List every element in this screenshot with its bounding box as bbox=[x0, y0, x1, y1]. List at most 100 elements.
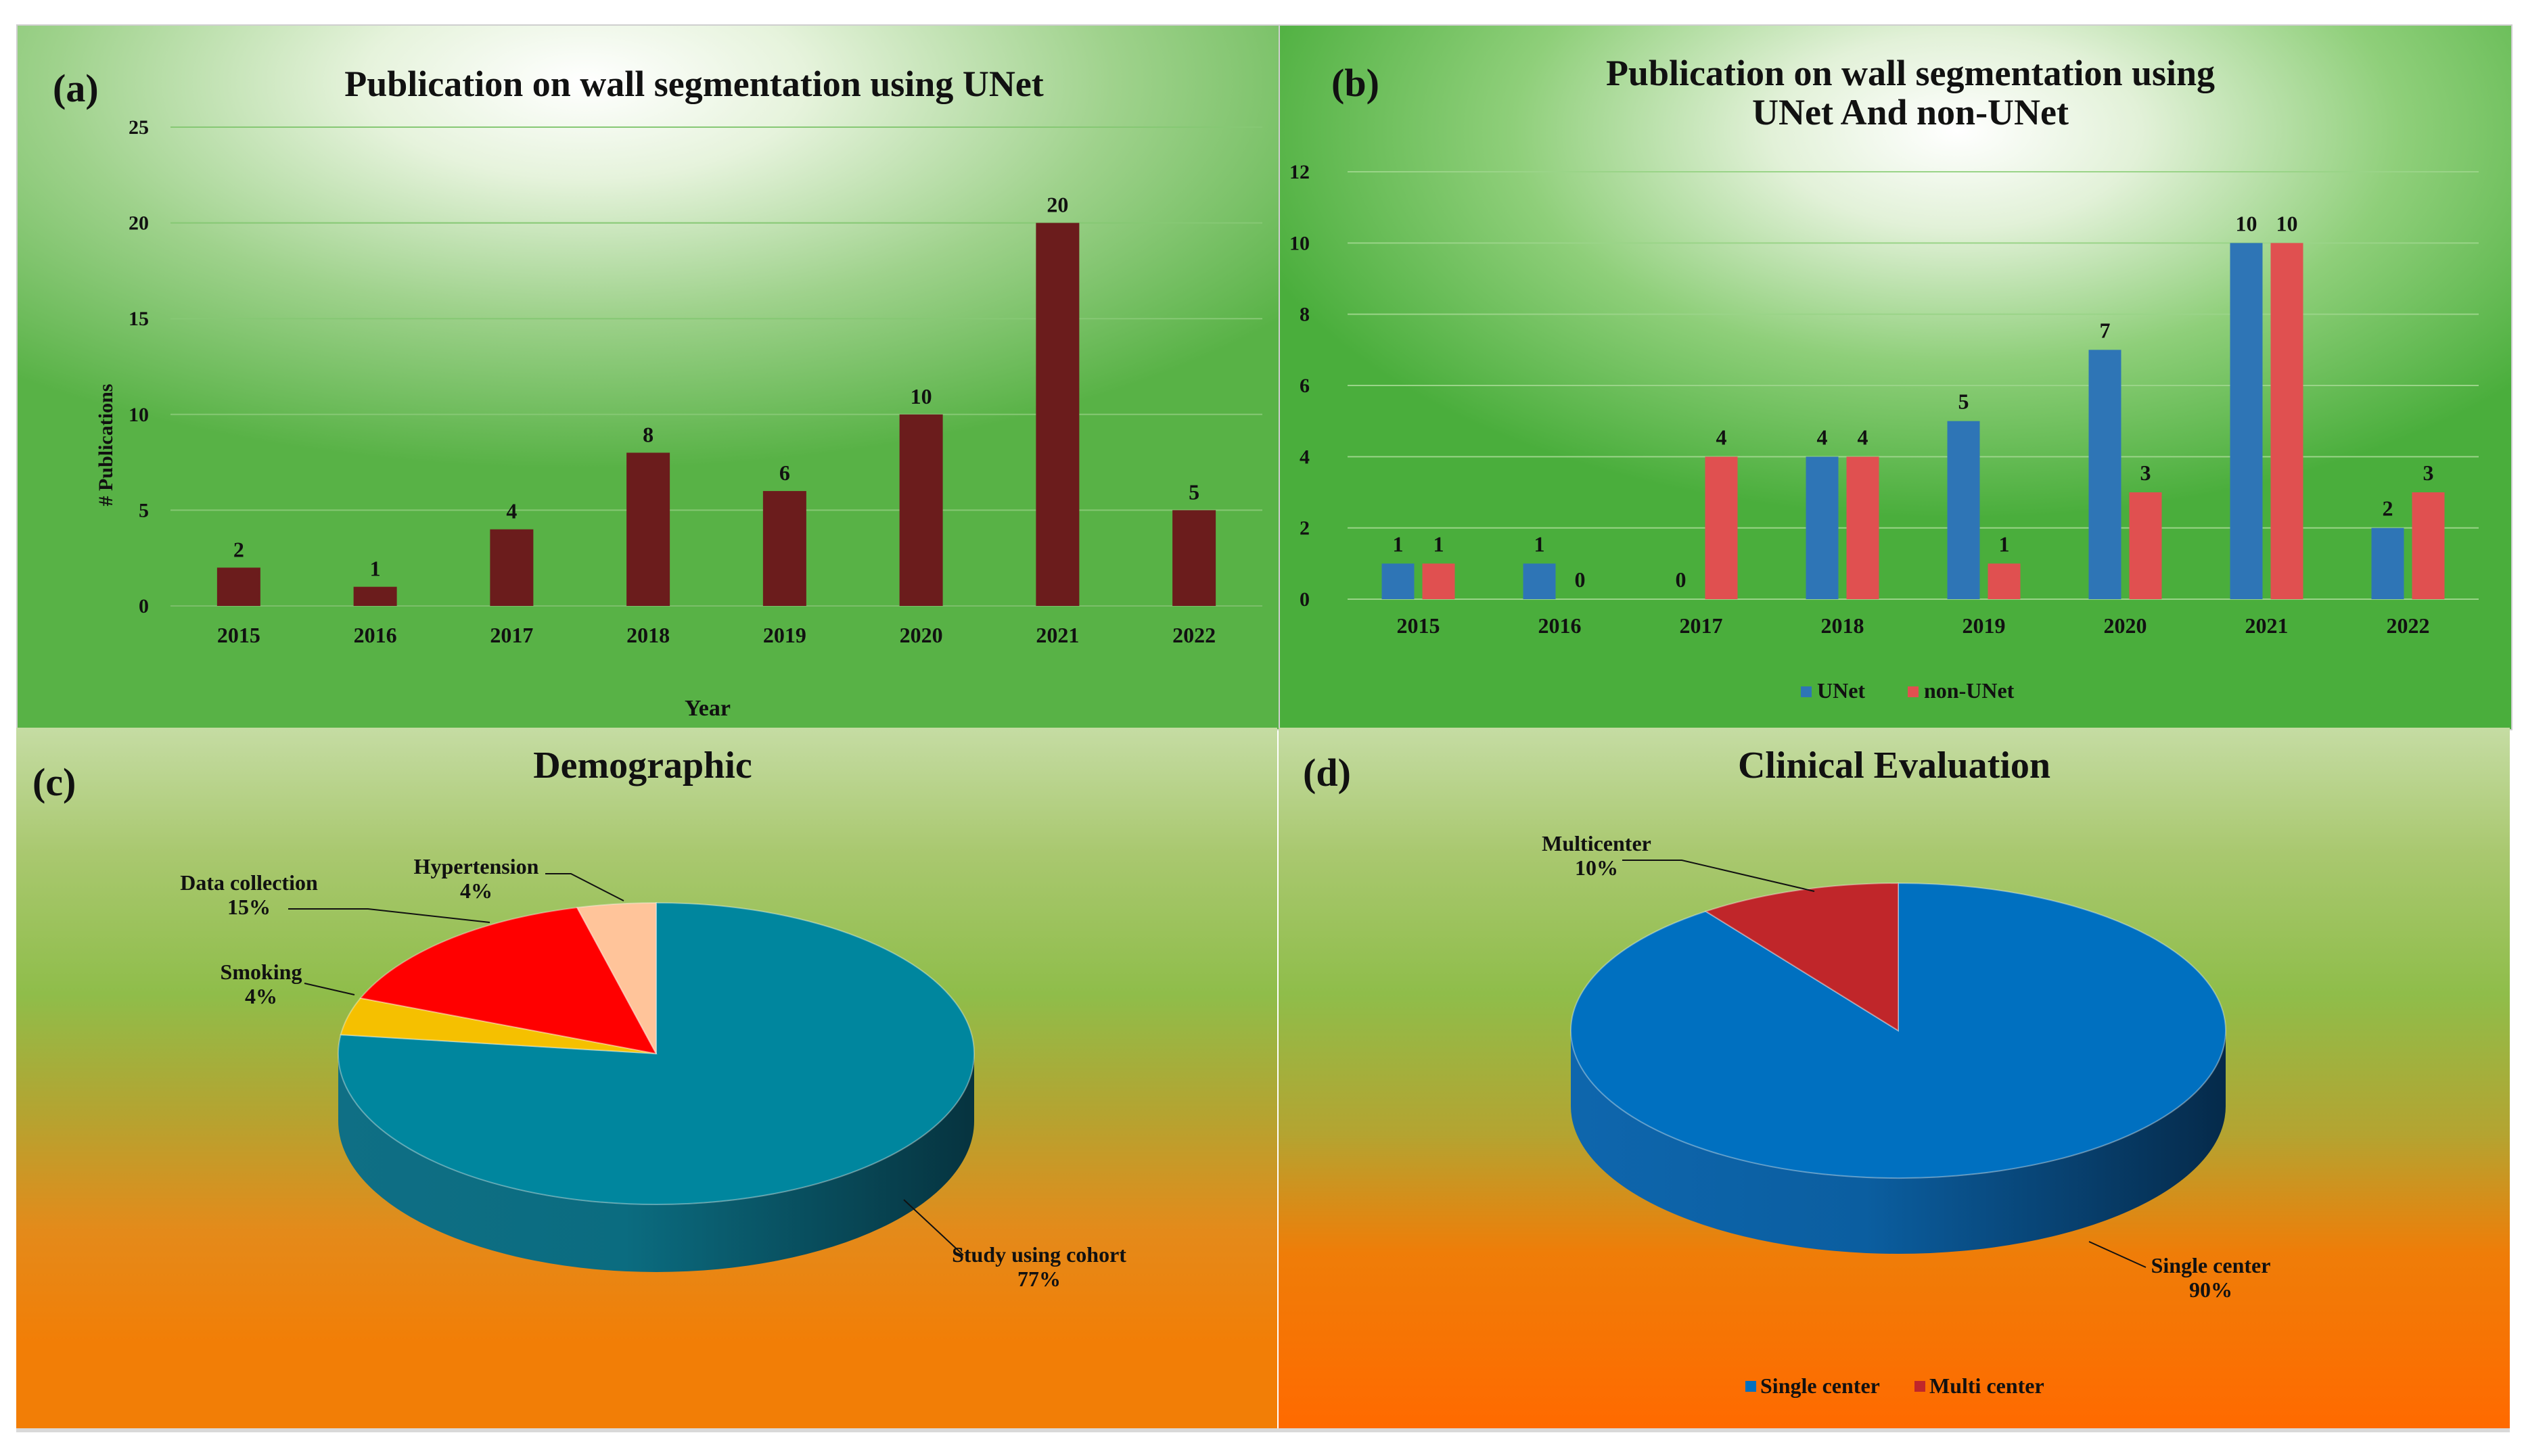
chart-title-a: Publication on wall segmentation using U… bbox=[344, 64, 1044, 104]
bar-unet-2016 bbox=[1523, 563, 1556, 599]
leader-single-center bbox=[2088, 1241, 2147, 1268]
panel-label-d: (d) bbox=[1303, 751, 1351, 795]
bar-2015 bbox=[216, 567, 260, 606]
data-label-non-unet-2016: 0 bbox=[1575, 567, 1586, 592]
legend-d: Single center Multi center bbox=[1745, 1373, 2044, 1398]
y-tick-label-b: 2 bbox=[1300, 517, 1310, 540]
bar-unet-2015 bbox=[1381, 563, 1415, 599]
slice-pct-single-center: 90% bbox=[2189, 1277, 2232, 1302]
data-label-non-unet-2017: 4 bbox=[1716, 425, 1727, 449]
y-tick-label-b: 8 bbox=[1300, 304, 1310, 326]
data-label-non-unet-2021: 10 bbox=[2276, 211, 2298, 235]
y-tick-label-a: 20 bbox=[129, 212, 149, 235]
pie-side-d bbox=[1571, 1031, 2226, 1254]
x-tick-label-2016: 2016 bbox=[1538, 613, 1582, 638]
panel-label-b: (b) bbox=[1331, 61, 1379, 105]
bar-non-unet-2015 bbox=[1422, 563, 1455, 599]
chart-title-d: Clinical Evaluation bbox=[1738, 745, 2050, 786]
legend-b: UNet non-UNet bbox=[1801, 678, 2015, 703]
x-tick-label-2019: 2019 bbox=[1963, 613, 2006, 638]
data-label-unet-2015: 1 bbox=[1393, 532, 1404, 556]
callouts-c: Study using cohort 77% Smoking 4% Data c… bbox=[180, 854, 1126, 1291]
bar-non-unet-2019 bbox=[1988, 563, 2021, 599]
x-tick-label-2018: 2018 bbox=[626, 623, 670, 647]
data-label-2017: 4 bbox=[506, 499, 517, 523]
data-label-2022: 5 bbox=[1189, 479, 1199, 504]
bar-2018 bbox=[626, 452, 670, 606]
data-label-non-unet-2022: 3 bbox=[2423, 461, 2434, 485]
legend-label-multi-center: Multi center bbox=[1929, 1373, 2044, 1398]
pie-slice-c-smoking bbox=[340, 997, 657, 1054]
y-tick-label-b: 0 bbox=[1300, 588, 1310, 611]
x-tick-label-2020: 2020 bbox=[2104, 613, 2147, 638]
x-tick-label-2016: 2016 bbox=[354, 623, 397, 647]
data-label-2015: 2 bbox=[233, 537, 244, 561]
data-label-unet-2018: 4 bbox=[1817, 425, 1828, 449]
x-tick-label-2015: 2015 bbox=[217, 623, 260, 647]
data-label-unet-2016: 1 bbox=[1534, 532, 1545, 556]
bar-non-unet-2020 bbox=[2129, 492, 2162, 599]
legend-swatch-non-unet bbox=[1908, 686, 1919, 697]
data-label-non-unet-2018: 4 bbox=[1858, 425, 1868, 449]
bar-2017 bbox=[490, 529, 534, 606]
data-label-2021: 20 bbox=[1047, 193, 1068, 217]
leader-data-collection bbox=[288, 908, 490, 923]
legend-label-non-unet: non-UNet bbox=[1924, 678, 2015, 703]
pie-slice-c-hypertension bbox=[576, 901, 657, 1054]
legend-swatch-multi-center bbox=[1914, 1381, 1925, 1392]
y-tick-label-b: 12 bbox=[1289, 161, 1310, 183]
x-tick-label-2015: 2015 bbox=[1397, 613, 1440, 638]
slice-label-smoking: Smoking bbox=[221, 960, 302, 984]
y-tick-label-a: 15 bbox=[129, 308, 149, 330]
data-label-non-unet-2019: 1 bbox=[1999, 532, 2010, 556]
x-axis-label-a: Year bbox=[685, 696, 731, 721]
data-label-unet-2019: 5 bbox=[1958, 390, 1969, 414]
data-label-unet-2020: 7 bbox=[2100, 318, 2111, 342]
x-tick-label-2021: 2021 bbox=[2245, 613, 2289, 638]
legend-swatch-unet bbox=[1801, 686, 1812, 697]
x-tick-label-2020: 2020 bbox=[900, 623, 943, 647]
legend-label-unet: UNet bbox=[1817, 678, 1865, 703]
slice-label-multicenter: Multicenter bbox=[1542, 831, 1651, 855]
slice-label-data-collection: Data collection bbox=[180, 870, 318, 895]
bar-non-unet-2018 bbox=[1846, 456, 1879, 599]
pie-slice-c-study-using-cohort bbox=[338, 901, 975, 1205]
chart-title-c: Demographic bbox=[533, 745, 752, 786]
panel-a: (a) Publication on wall segmentation usi… bbox=[16, 24, 1280, 730]
pie-side-c bbox=[338, 1054, 974, 1272]
y-tick-label-a: 10 bbox=[129, 404, 149, 426]
bar-unet-2018 bbox=[1806, 456, 1839, 599]
pie-c bbox=[338, 901, 975, 1272]
chart-a: (a) Publication on wall segmentation usi… bbox=[53, 64, 1262, 721]
slice-label-study-using-cohort: Study using cohort bbox=[952, 1242, 1126, 1267]
data-label-2016: 1 bbox=[370, 557, 381, 581]
pie-d bbox=[1570, 882, 2226, 1254]
pie-slice-c-data-collection bbox=[359, 906, 658, 1055]
legend-swatch-single-center bbox=[1745, 1381, 1756, 1392]
leader-smoking bbox=[304, 983, 355, 995]
data-label-2018: 8 bbox=[643, 422, 653, 446]
data-label-non-unet-2015: 1 bbox=[1433, 532, 1444, 556]
y-tick-label-b: 4 bbox=[1300, 446, 1310, 468]
chart-title-b-line2: UNet And non-UNet bbox=[1752, 92, 2069, 133]
pie-slice-d-single-center bbox=[1570, 882, 2226, 1179]
callouts-d: Single center 90% Multicenter 10% bbox=[1542, 831, 2270, 1302]
x-tick-label-2022: 2022 bbox=[2387, 613, 2430, 638]
data-label-unet-2022: 2 bbox=[2383, 496, 2393, 521]
leader-multicenter bbox=[1622, 860, 1815, 892]
x-tick-label-2021: 2021 bbox=[1036, 623, 1079, 647]
data-label-unet-2017: 0 bbox=[1676, 567, 1687, 592]
chart-c: (c) Demographic Study using cohort 77% S… bbox=[32, 745, 1126, 1291]
slice-label-single-center: Single center bbox=[2151, 1253, 2271, 1277]
bar-unet-2021 bbox=[2230, 243, 2263, 599]
bar-unet-2022 bbox=[2371, 527, 2404, 599]
leader-hypertension bbox=[545, 873, 624, 901]
slice-pct-data-collection: 15% bbox=[227, 895, 271, 919]
x-tick-label-2017: 2017 bbox=[1680, 613, 1723, 638]
pie-slice-d-multicenter bbox=[1704, 882, 1899, 1032]
panel-d: (d) Clinical Evaluation Single center 90… bbox=[1279, 728, 2510, 1428]
y-tick-label-b: 10 bbox=[1289, 232, 1310, 254]
y-tick-label-a: 25 bbox=[129, 116, 149, 139]
data-label-unet-2021: 10 bbox=[2236, 211, 2257, 235]
leader-study-using-cohort bbox=[903, 1199, 964, 1256]
